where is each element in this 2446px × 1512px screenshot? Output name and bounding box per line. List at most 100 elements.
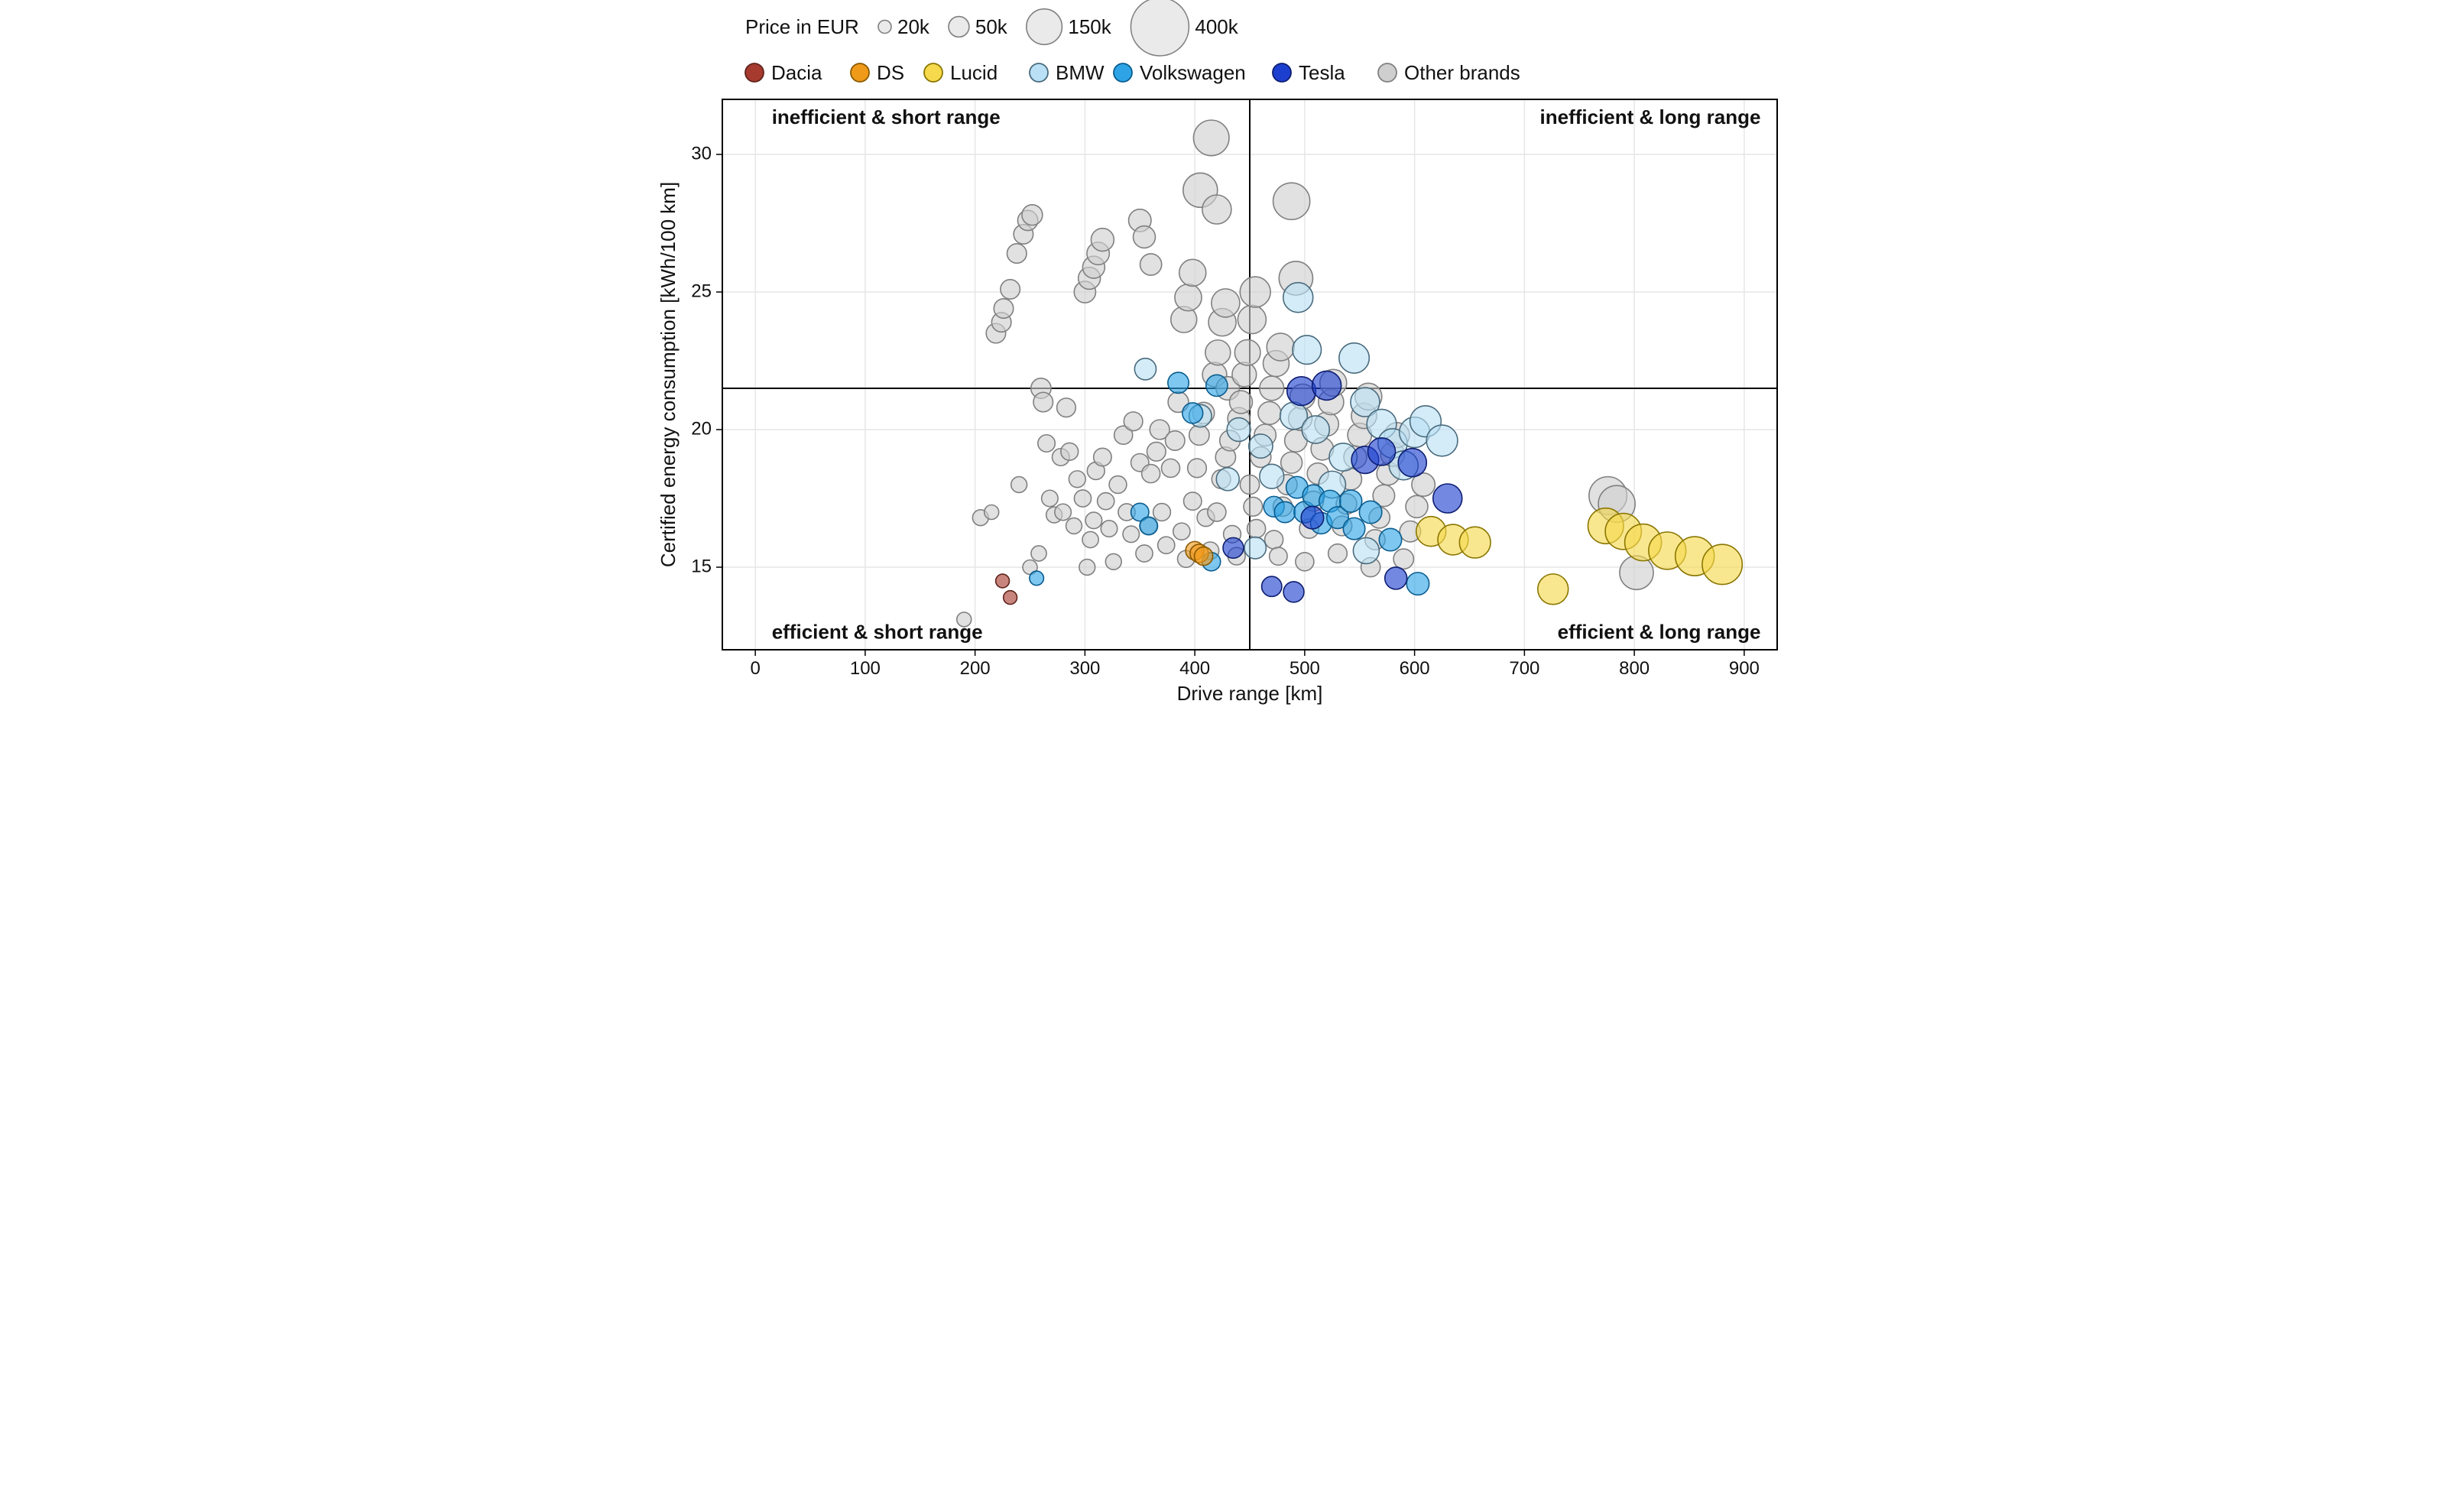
quadrant-label: inefficient & short range [772, 105, 1001, 128]
size-legend-title: Price in EUR [745, 15, 859, 38]
data-point [1367, 438, 1395, 466]
data-point [1353, 537, 1379, 563]
data-point [1175, 284, 1202, 311]
data-point [1134, 359, 1156, 380]
data-point [1109, 476, 1127, 494]
data-point [1105, 553, 1121, 569]
data-point [1240, 277, 1270, 307]
data-point [1260, 464, 1284, 488]
data-point [1262, 576, 1282, 596]
size-legend-label: 400k [1195, 15, 1238, 38]
data-point [1031, 546, 1046, 561]
data-point [1189, 425, 1209, 445]
data-point [1188, 459, 1207, 478]
chart-svg: inefficient & short rangeinefficient & l… [646, 0, 1800, 719]
size-legend-swatch [1131, 0, 1189, 56]
color-legend-label: DS [877, 61, 904, 84]
data-point [1038, 435, 1055, 452]
data-point [1249, 434, 1273, 458]
data-point [1265, 530, 1283, 549]
color-legend-label: Lucid [950, 61, 998, 84]
data-point [1030, 571, 1044, 586]
data-point [1274, 501, 1295, 522]
data-point [1296, 553, 1314, 571]
color-legend-swatch [851, 63, 869, 82]
data-point [1055, 504, 1071, 520]
color-legend-swatch [745, 63, 764, 82]
size-legend-swatch [1027, 9, 1062, 45]
data-point [1085, 512, 1101, 528]
data-point [1393, 549, 1413, 569]
color-legend-label: Tesla [1299, 61, 1345, 84]
data-point [1230, 391, 1253, 414]
y-axis-label: Certified energy consumption [kWh/100 km… [657, 182, 680, 567]
color-legend-swatch [1114, 63, 1132, 82]
data-point [1385, 567, 1407, 589]
data-point [1195, 547, 1213, 566]
x-tick-label: 900 [1729, 658, 1760, 679]
data-point [1216, 468, 1239, 491]
data-point [1004, 591, 1017, 605]
data-point [1001, 280, 1020, 299]
size-legend-label: 50k [975, 15, 1008, 38]
data-point [1293, 336, 1322, 365]
data-point [1406, 573, 1429, 595]
data-point [1379, 528, 1401, 550]
data-point [1074, 490, 1091, 507]
color-legend-swatch [1378, 63, 1397, 82]
color-legend-swatch [1273, 63, 1291, 82]
data-point [1166, 431, 1185, 450]
data-point [1244, 537, 1266, 559]
data-point [1069, 471, 1085, 488]
data-point [1359, 501, 1381, 523]
data-point [1134, 226, 1156, 248]
data-point [1406, 495, 1428, 518]
data-point [1173, 523, 1190, 540]
data-point [1042, 490, 1058, 506]
data-point [1142, 465, 1160, 483]
size-legend-swatch [949, 17, 969, 37]
data-point [1258, 401, 1281, 424]
data-point [1281, 452, 1302, 473]
data-point [1161, 459, 1179, 477]
data-point [1206, 375, 1228, 396]
data-point [1270, 547, 1287, 565]
data-point [1287, 377, 1316, 406]
data-point [1267, 333, 1294, 361]
data-point [996, 574, 1010, 588]
data-point [1244, 497, 1263, 516]
data-point [1538, 574, 1568, 605]
data-point [1079, 560, 1095, 576]
x-tick-label: 100 [850, 658, 881, 679]
data-point [1147, 442, 1166, 461]
quadrant-label: efficient & short range [772, 620, 983, 643]
x-tick-label: 800 [1619, 658, 1650, 679]
data-point [985, 505, 999, 520]
scatter-chart: inefficient & short rangeinefficient & l… [646, 0, 1800, 719]
x-tick-label: 500 [1290, 658, 1320, 679]
quadrant-label: efficient & long range [1558, 620, 1761, 643]
data-point [1124, 412, 1143, 431]
data-point [1179, 259, 1206, 286]
data-point [1033, 392, 1053, 411]
data-point [1098, 493, 1114, 510]
data-point [1343, 518, 1364, 539]
data-point [1227, 418, 1251, 442]
data-point [1620, 556, 1653, 589]
data-point [1301, 506, 1323, 528]
x-tick-label: 600 [1400, 658, 1430, 679]
data-point [1232, 362, 1257, 387]
color-legend-label: Volkswagen [1140, 61, 1246, 84]
x-axis-label: Drive range [km] [1177, 682, 1323, 705]
data-point [994, 299, 1013, 318]
data-point [1238, 305, 1266, 333]
y-tick-label: 15 [691, 556, 712, 576]
data-point [1312, 371, 1341, 400]
data-point [1205, 340, 1231, 365]
data-point [1182, 403, 1203, 423]
x-tick-label: 400 [1179, 658, 1210, 679]
data-point [1212, 289, 1240, 317]
data-point [1153, 504, 1171, 521]
data-point [1091, 229, 1114, 251]
x-tick-label: 0 [750, 658, 760, 679]
